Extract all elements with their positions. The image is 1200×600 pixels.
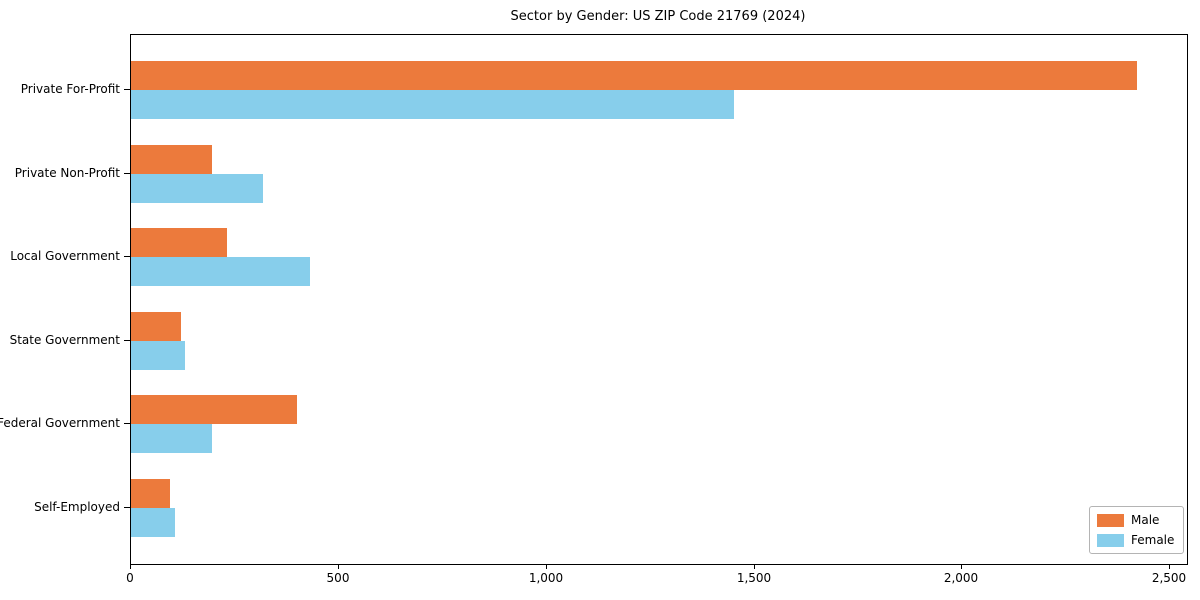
- legend-label-male: Male: [1131, 513, 1160, 527]
- bar-male-self-employed: [131, 478, 170, 508]
- plot-area: [130, 34, 1188, 565]
- legend-swatch-male: [1097, 513, 1124, 527]
- bar-female-federal-government: [131, 424, 212, 453]
- bar-female-state-government: [131, 340, 185, 370]
- chart-title: Sector by Gender: US ZIP Code 21769 (202…: [510, 9, 806, 24]
- y-tick-state-government: [124, 339, 130, 341]
- y-label-private-non-profit: Private Non-Profit: [14, 165, 120, 180]
- x-tick-1-000: [546, 564, 547, 569]
- y-tick-private-non-profit: [124, 172, 130, 174]
- bar-male-state-government: [131, 311, 181, 341]
- y-tick-federal-government: [124, 423, 130, 424]
- bar-female-local-government: [131, 257, 310, 286]
- bar-male-private-non-profit: [131, 144, 212, 174]
- y-label-private-for-profit: Private For-Profit: [20, 82, 120, 96]
- x-label-2-000: 2,000: [943, 571, 979, 585]
- x-label-1-000: 1,000: [528, 571, 564, 585]
- x-label-0: 0: [126, 571, 134, 585]
- bar-female-private-non-profit: [131, 173, 263, 203]
- y-label-local-government: Local Government: [10, 249, 120, 263]
- legend-row-male: Male: [1097, 513, 1174, 527]
- y-tick-local-government: [124, 256, 130, 257]
- x-label-500: 500: [326, 571, 350, 585]
- x-tick-2-000: [961, 564, 962, 569]
- x-tick-1-500: [754, 564, 755, 569]
- y-label-state-government: State Government: [9, 332, 120, 347]
- y-tick-private-for-profit: [124, 89, 130, 90]
- bar-female-self-employed: [131, 507, 175, 537]
- x-label-1-500: 1,500: [736, 571, 772, 585]
- y-tick-self-employed: [124, 506, 130, 508]
- legend-swatch-female: [1097, 533, 1124, 547]
- bar-male-federal-government: [131, 395, 297, 424]
- bar-female-private-for-profit: [131, 90, 734, 119]
- x-tick-500: [338, 564, 339, 569]
- legend-row-female: Female: [1097, 533, 1174, 547]
- y-label-federal-government: Federal Government: [0, 416, 120, 430]
- x-tick-0: [130, 564, 131, 569]
- x-tick-2-500: [1169, 564, 1170, 569]
- bar-male-local-government: [131, 228, 227, 257]
- y-label-self-employed: Self-Employed: [34, 499, 120, 514]
- x-label-2-500: 2,500: [1151, 571, 1187, 585]
- legend-label-female: Female: [1131, 533, 1175, 547]
- legend: Male Female: [1089, 506, 1185, 554]
- bar-male-private-for-profit: [131, 61, 1137, 90]
